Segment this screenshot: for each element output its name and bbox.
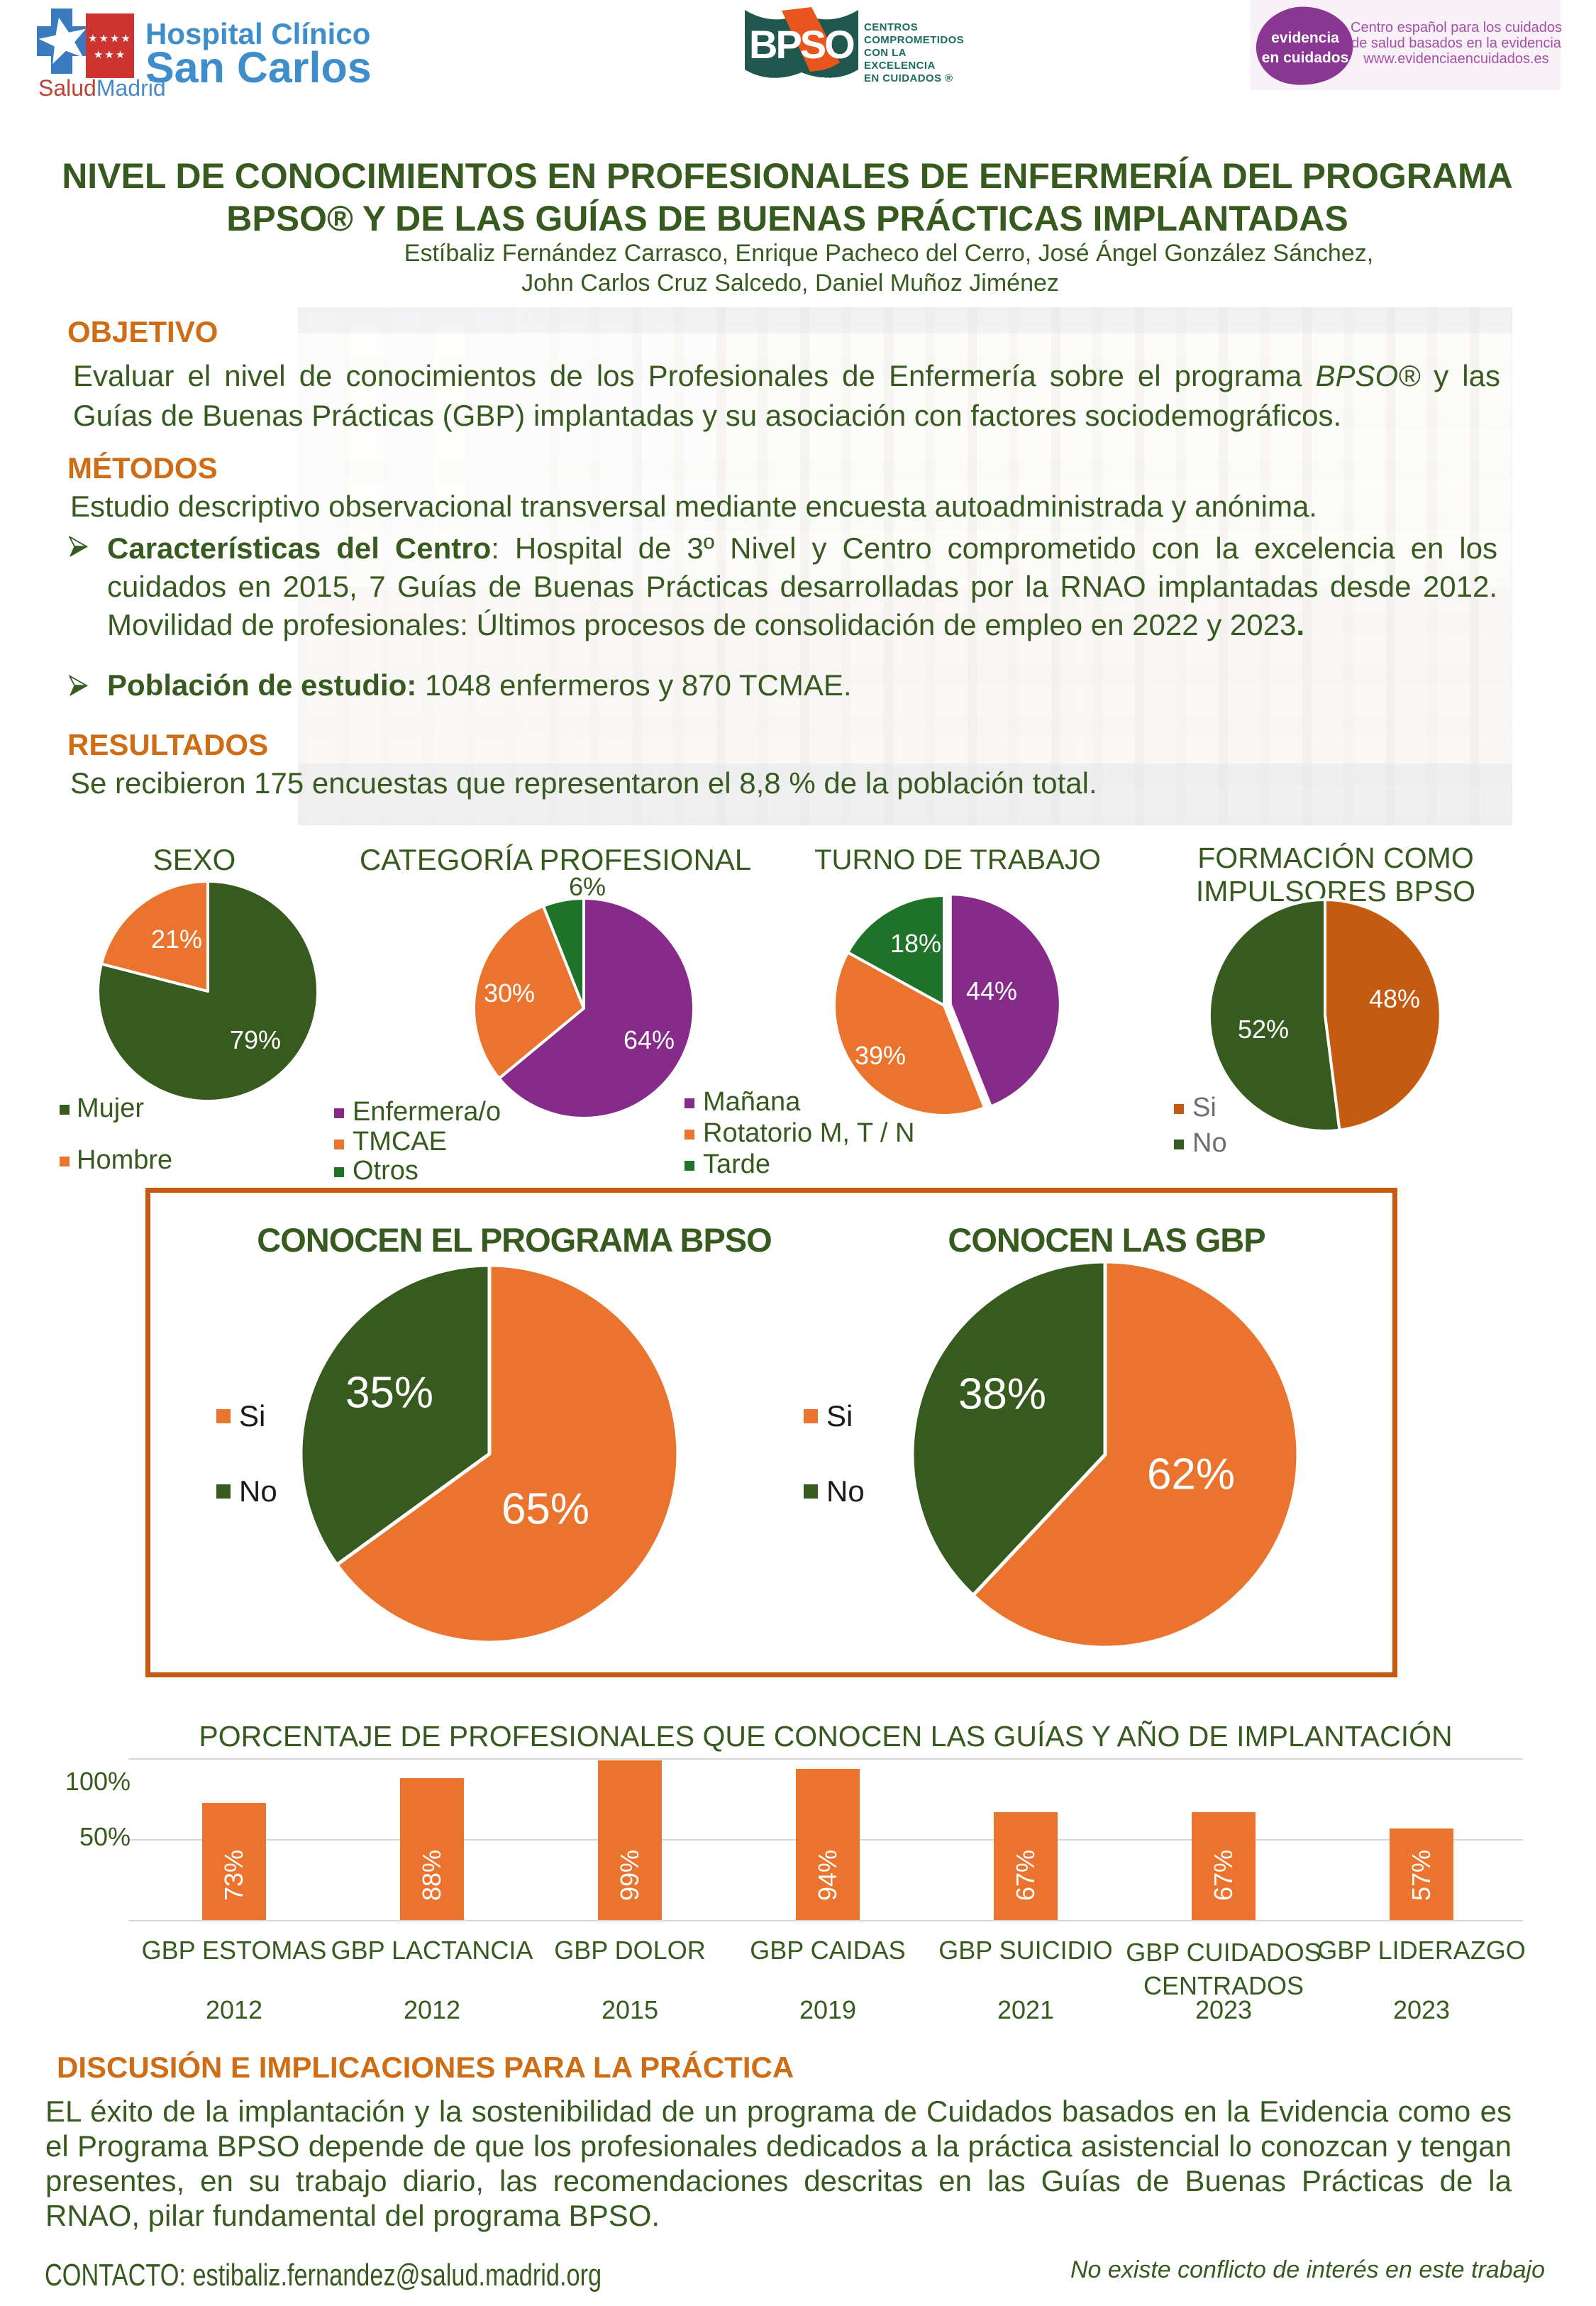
svg-text:evidencia: evidencia [1271, 30, 1339, 46]
svg-text:BPSO: BPSO [749, 22, 854, 67]
svg-text:en cuidados: en cuidados [1262, 50, 1349, 66]
svg-text:ESPAÑA / SPAIN: ESPAÑA / SPAIN [783, 75, 838, 84]
